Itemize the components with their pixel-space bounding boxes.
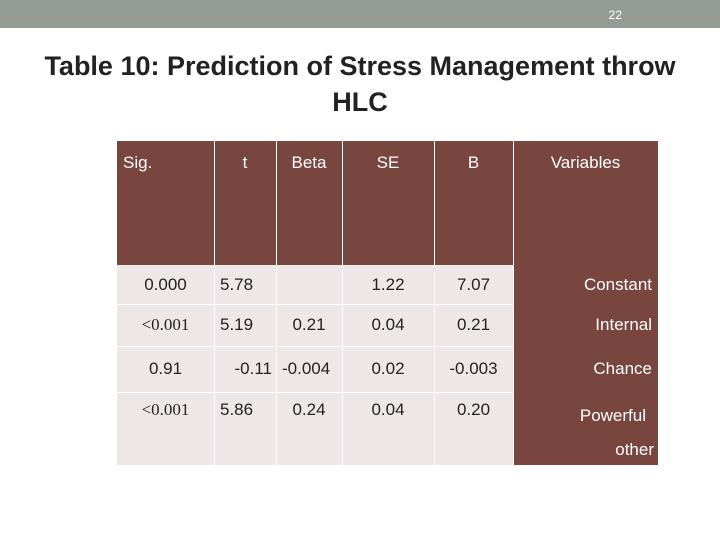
column-divider — [513, 141, 514, 465]
row-divider — [117, 304, 513, 305]
row3-sig: 0.91 — [117, 346, 214, 392]
row4-beta: 0.24 — [276, 392, 342, 465]
header-beta: Beta — [276, 141, 342, 265]
row3-se: 0.02 — [342, 346, 434, 392]
row2-se: 0.04 — [342, 304, 434, 346]
regression-table: Sig. t Beta SE B Variables 0.000 5.78 1.… — [117, 141, 658, 465]
row3-variable: Chance — [513, 346, 658, 392]
row1-beta — [276, 265, 342, 304]
column-divider — [342, 141, 343, 465]
row1-variable: Constant — [513, 265, 658, 304]
row4-variable-label: Powerful — [579, 406, 646, 425]
row1-sig: 0.000 — [117, 265, 214, 304]
row2-t: 5.19 — [214, 304, 276, 346]
row2-sig: <0.001 — [117, 304, 214, 346]
row3-beta: -0.004 — [276, 346, 342, 392]
header-variables-label: Variables — [550, 153, 621, 172]
row-divider — [117, 346, 513, 347]
page-number: 22 — [608, 8, 622, 22]
header-b: B — [434, 141, 513, 265]
header-sig: Sig. — [117, 141, 214, 265]
column-divider — [214, 141, 215, 465]
row4-variable-extra: other — [615, 440, 654, 459]
row4-variable: Powerful other — [513, 392, 658, 465]
row4-t: 5.86 — [214, 392, 276, 465]
row2-b: 0.21 — [434, 304, 513, 346]
row2-variable: Internal — [513, 304, 658, 346]
row1-t: 5.78 — [214, 265, 276, 304]
column-divider — [434, 141, 435, 465]
row4-sig: <0.001 — [117, 392, 214, 465]
row4-b: 0.20 — [434, 392, 513, 465]
header-se: SE — [342, 141, 434, 265]
top-bar: 22 — [0, 0, 720, 28]
row1-b: 7.07 — [434, 265, 513, 304]
column-divider — [276, 141, 277, 465]
row1-se: 1.22 — [342, 265, 434, 304]
row3-b: -0.003 — [434, 346, 513, 392]
row-divider — [117, 392, 513, 393]
row3-t: -0.11 — [214, 346, 276, 392]
row2-beta: 0.21 — [276, 304, 342, 346]
header-t: t — [214, 141, 276, 265]
row4-se: 0.04 — [342, 392, 434, 465]
slide-title: Table 10: Prediction of Stress Managemen… — [44, 51, 676, 117]
